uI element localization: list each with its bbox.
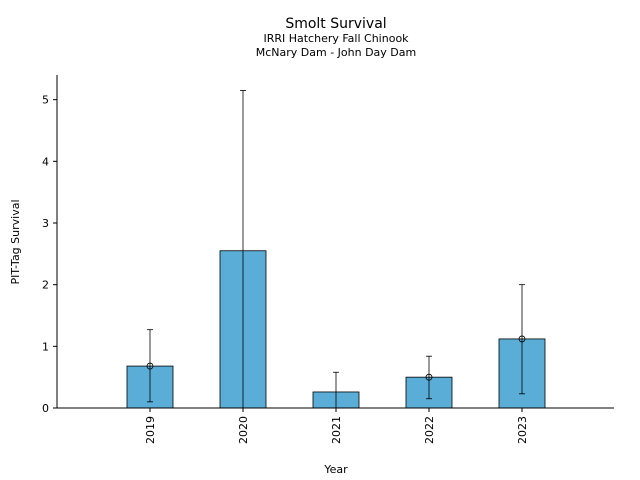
y-tick-label: 4 xyxy=(42,155,49,168)
y-tick-label: 5 xyxy=(42,94,49,107)
y-tick-label: 2 xyxy=(42,279,49,292)
point-marker-2022 xyxy=(425,373,433,381)
chart-title: Smolt Survival xyxy=(285,16,386,32)
x-tick-label-2023: 2023 xyxy=(516,416,529,444)
y-tick-label: 0 xyxy=(42,402,49,415)
chart-subtitle-line-2: McNary Dam - John Day Dam xyxy=(256,46,416,59)
chart-subtitle-line-1: IRRI Hatchery Fall Chinook xyxy=(263,32,409,45)
x-axis: 2019 2020 2021 2022 2023 xyxy=(57,407,614,444)
y-axis-label: PIT-Tag Survival xyxy=(9,199,22,284)
error-bars-group xyxy=(146,90,526,409)
x-tick-label-2021: 2021 xyxy=(330,416,343,444)
x-tick-label-2022: 2022 xyxy=(423,416,436,444)
y-tick-label: 1 xyxy=(42,340,49,353)
y-axis: 0 1 2 3 4 5 xyxy=(42,75,58,415)
x-axis-label: Year xyxy=(323,463,348,476)
x-tick-label-2019: 2019 xyxy=(144,416,157,444)
y-tick-label: 3 xyxy=(42,217,49,230)
x-tick-label-2020: 2020 xyxy=(237,416,250,444)
point-marker-2023 xyxy=(518,335,526,343)
point-marker-2019 xyxy=(146,362,154,370)
